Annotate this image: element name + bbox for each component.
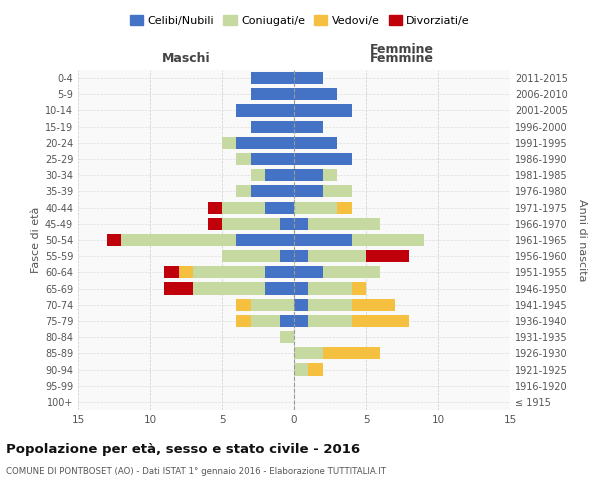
Bar — [222, 218, 280, 230]
Bar — [236, 315, 251, 327]
Bar — [280, 315, 294, 327]
Bar — [308, 298, 352, 311]
Text: Femmine: Femmine — [370, 44, 434, 57]
Bar — [236, 186, 251, 198]
Bar — [352, 282, 366, 294]
Bar — [323, 348, 380, 360]
Y-axis label: Fasce di età: Fasce di età — [31, 207, 41, 273]
Legend: Celibi/Nubili, Coniugati/e, Vedovi/e, Divorziati/e: Celibi/Nubili, Coniugati/e, Vedovi/e, Di… — [125, 10, 475, 30]
Bar — [265, 266, 294, 278]
Bar — [251, 169, 265, 181]
Bar — [222, 137, 236, 149]
Bar — [294, 218, 308, 230]
Bar — [236, 234, 294, 246]
Bar — [294, 348, 323, 360]
Bar — [193, 282, 265, 294]
Y-axis label: Anni di nascita: Anni di nascita — [577, 198, 587, 281]
Bar — [107, 234, 121, 246]
Bar — [179, 266, 193, 278]
Bar — [251, 72, 294, 84]
Text: Femmine: Femmine — [370, 52, 434, 65]
Bar — [294, 266, 323, 278]
Bar — [236, 298, 251, 311]
Bar — [251, 186, 294, 198]
Bar — [251, 88, 294, 101]
Bar — [323, 266, 380, 278]
Bar — [251, 315, 280, 327]
Bar — [236, 153, 251, 165]
Bar — [294, 104, 352, 117]
Bar — [121, 234, 236, 246]
Bar — [294, 169, 323, 181]
Bar — [308, 282, 352, 294]
Bar — [294, 234, 352, 246]
Bar — [294, 137, 337, 149]
Bar — [251, 120, 294, 132]
Bar — [294, 298, 308, 311]
Bar — [308, 218, 380, 230]
Bar — [352, 315, 409, 327]
Bar — [280, 331, 294, 343]
Bar — [323, 169, 337, 181]
Bar — [222, 202, 265, 213]
Bar — [366, 250, 409, 262]
Bar — [265, 169, 294, 181]
Bar — [308, 315, 352, 327]
Bar — [294, 72, 323, 84]
Text: COMUNE DI PONTBOSET (AO) - Dati ISTAT 1° gennaio 2016 - Elaborazione TUTTITALIA.: COMUNE DI PONTBOSET (AO) - Dati ISTAT 1°… — [6, 468, 386, 476]
Bar — [323, 186, 352, 198]
Text: Popolazione per età, sesso e stato civile - 2016: Popolazione per età, sesso e stato civil… — [6, 442, 360, 456]
Text: Maschi: Maschi — [161, 52, 211, 65]
Bar — [337, 202, 352, 213]
Bar — [352, 234, 424, 246]
Bar — [265, 282, 294, 294]
Bar — [294, 120, 323, 132]
Bar — [236, 137, 294, 149]
Bar — [280, 218, 294, 230]
Bar — [294, 202, 337, 213]
Bar — [164, 266, 179, 278]
Bar — [294, 282, 308, 294]
Bar — [308, 364, 323, 376]
Bar — [236, 104, 294, 117]
Bar — [294, 250, 308, 262]
Bar — [193, 266, 265, 278]
Bar — [294, 364, 308, 376]
Bar — [294, 153, 352, 165]
Bar — [251, 153, 294, 165]
Bar — [308, 250, 366, 262]
Bar — [265, 202, 294, 213]
Bar — [164, 282, 193, 294]
Bar — [294, 315, 308, 327]
Bar — [352, 298, 395, 311]
Bar — [208, 218, 222, 230]
Bar — [294, 186, 323, 198]
Bar — [208, 202, 222, 213]
Bar — [280, 250, 294, 262]
Bar — [294, 88, 337, 101]
Bar — [251, 298, 294, 311]
Bar — [222, 250, 280, 262]
